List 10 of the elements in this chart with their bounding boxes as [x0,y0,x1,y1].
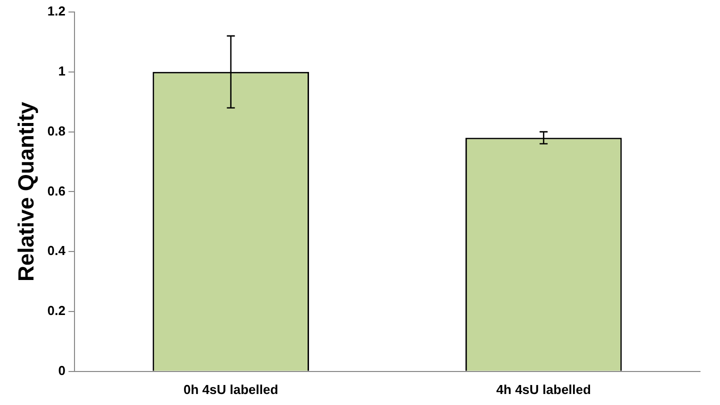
y-axis-title: Relative Quantity [13,101,38,282]
y-tick-label: 0.2 [47,303,66,318]
y-tick-label: 0.4 [47,243,66,258]
y-tick-label: 0.6 [47,183,66,198]
y-tick-label: 1 [58,63,66,78]
y-tick-label: 0.8 [47,123,66,138]
x-tick-label: 0h 4sU labelled [184,382,278,397]
y-tick-label: 1.2 [47,4,66,19]
x-tick-label: 4h 4sU labelled [496,382,591,397]
y-tick-label: 0 [58,362,66,378]
